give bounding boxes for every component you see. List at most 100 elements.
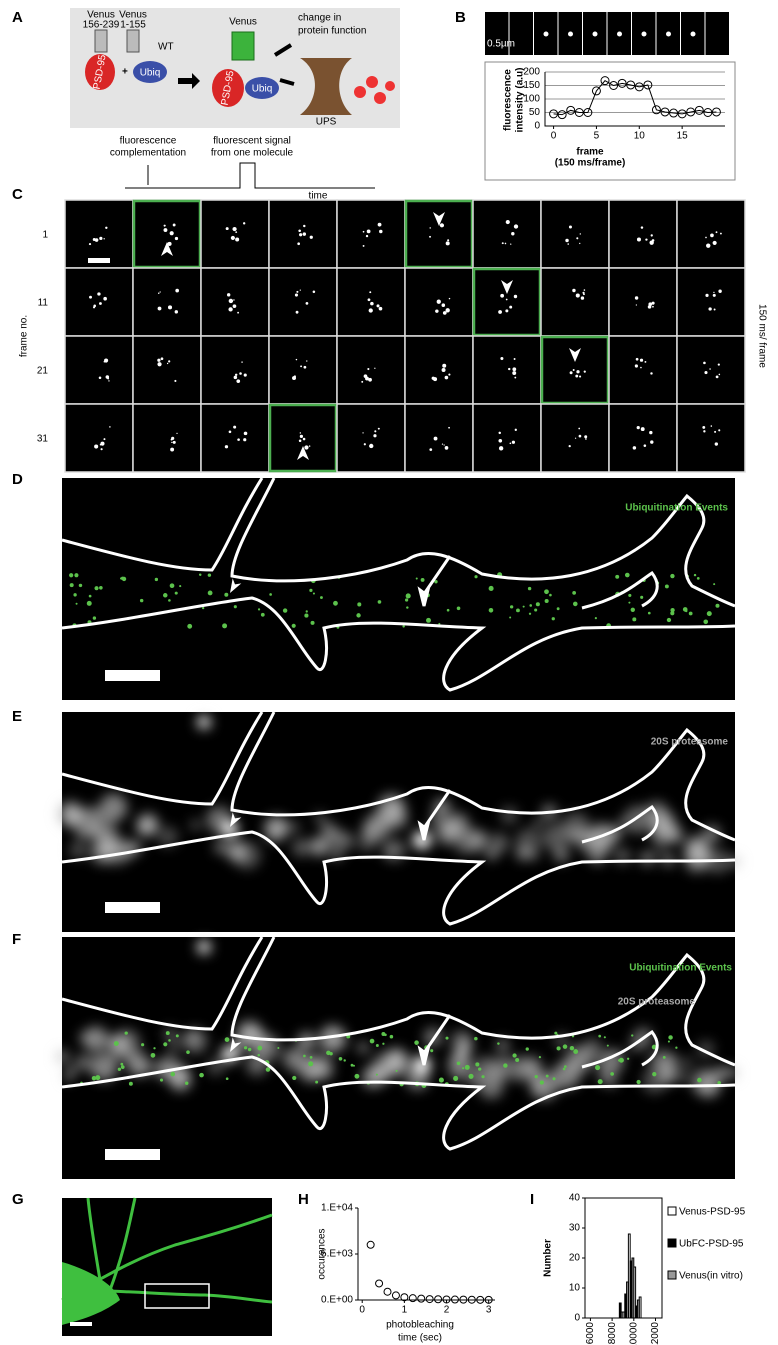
blob <box>456 842 468 854</box>
ubiquitination-event <box>668 1041 670 1043</box>
image-frame <box>609 404 677 472</box>
spot <box>373 434 376 437</box>
spot <box>171 442 172 443</box>
blob <box>729 856 741 868</box>
spot <box>575 438 576 439</box>
spot <box>164 225 166 227</box>
ubiquitination-event <box>457 1061 461 1065</box>
image-frame <box>677 404 745 472</box>
spot <box>442 368 446 372</box>
spot <box>449 298 450 299</box>
y-tick-label: 10 <box>569 1283 581 1294</box>
ubiquitination-event <box>416 578 418 580</box>
spot <box>442 444 443 445</box>
scale-label: 0.5µm <box>487 39 515 50</box>
spot <box>572 289 575 292</box>
ubiquitination-event <box>595 1065 600 1070</box>
spot <box>378 223 382 227</box>
spot <box>108 380 109 381</box>
ubiquitination-event <box>186 1050 190 1054</box>
spot <box>374 368 375 369</box>
spot <box>576 237 578 239</box>
spot <box>691 32 696 37</box>
ubiquitination-event <box>320 596 323 599</box>
spot <box>705 237 707 239</box>
ubiquitination-event <box>308 1061 313 1066</box>
spot <box>374 430 376 432</box>
ubiquitination-event <box>351 1064 354 1067</box>
ubiquitination-event <box>462 1067 464 1069</box>
spot <box>446 241 450 245</box>
spot <box>573 369 575 371</box>
spot <box>310 236 313 239</box>
y-tick-label: 1.E+04 <box>321 1203 353 1214</box>
ubiquitination-event <box>129 1082 133 1086</box>
ubiquitination-event <box>313 593 315 595</box>
ubiquitination-event <box>595 617 597 619</box>
spot <box>579 435 582 438</box>
spot <box>713 294 716 297</box>
blob <box>657 845 665 853</box>
image-frame <box>133 200 201 268</box>
ubiquitination-event <box>497 1042 499 1044</box>
spot <box>651 234 653 236</box>
spot <box>718 429 720 431</box>
blob <box>298 1056 323 1081</box>
spot <box>703 430 705 432</box>
blob <box>310 837 329 856</box>
spot <box>379 230 382 233</box>
label: 1-155 <box>120 20 146 31</box>
ubiquitination-event <box>292 624 296 628</box>
ubiquitination-event <box>114 1041 119 1046</box>
ubiquitination-event <box>503 1063 507 1067</box>
spot <box>168 305 172 309</box>
x-tick-label: 0 <box>359 1305 365 1316</box>
panel-title: Ubiquitination Events <box>629 963 732 974</box>
spot <box>303 438 306 441</box>
ubiquitination-event <box>697 1078 702 1083</box>
venus-barrel <box>232 32 254 60</box>
image-frame <box>473 336 541 404</box>
blob <box>683 1058 692 1067</box>
image-frame <box>201 268 269 336</box>
spot <box>702 426 705 429</box>
spot <box>300 435 303 438</box>
ubiquitination-event <box>258 1054 260 1056</box>
blob <box>214 840 227 853</box>
spot <box>160 291 161 292</box>
spot <box>716 231 718 233</box>
ubiquitination-event <box>269 593 272 596</box>
ubiquitination-event <box>668 1035 672 1039</box>
spot <box>157 359 160 362</box>
spot <box>233 304 237 308</box>
spot <box>636 358 639 361</box>
ubiquitination-event <box>155 578 158 581</box>
spot <box>429 227 430 228</box>
spot <box>103 297 107 301</box>
blob <box>191 820 200 829</box>
image-frame <box>473 268 541 336</box>
data-point <box>367 1241 374 1248</box>
spot <box>502 242 504 244</box>
image-frame <box>473 200 541 268</box>
spot <box>378 428 380 430</box>
ubiquitination-event <box>261 613 265 617</box>
spot <box>232 227 236 231</box>
spot <box>244 374 247 377</box>
spot <box>429 236 431 238</box>
ubiquitination-event <box>439 1078 444 1083</box>
blob <box>497 1070 508 1081</box>
blob <box>570 828 579 837</box>
ubiquitination-event <box>628 594 631 597</box>
image-frame <box>65 336 133 404</box>
ubiquitination-event <box>199 574 201 576</box>
spot <box>377 304 380 307</box>
ubiquitination-event <box>384 1033 387 1036</box>
image-frame <box>405 404 473 472</box>
image-frame <box>201 336 269 404</box>
ubiquitination-event <box>615 575 619 579</box>
spot <box>89 243 91 245</box>
ubiquitination-event <box>396 1070 398 1072</box>
ubiquitination-event <box>563 1068 566 1071</box>
spot <box>435 309 438 312</box>
